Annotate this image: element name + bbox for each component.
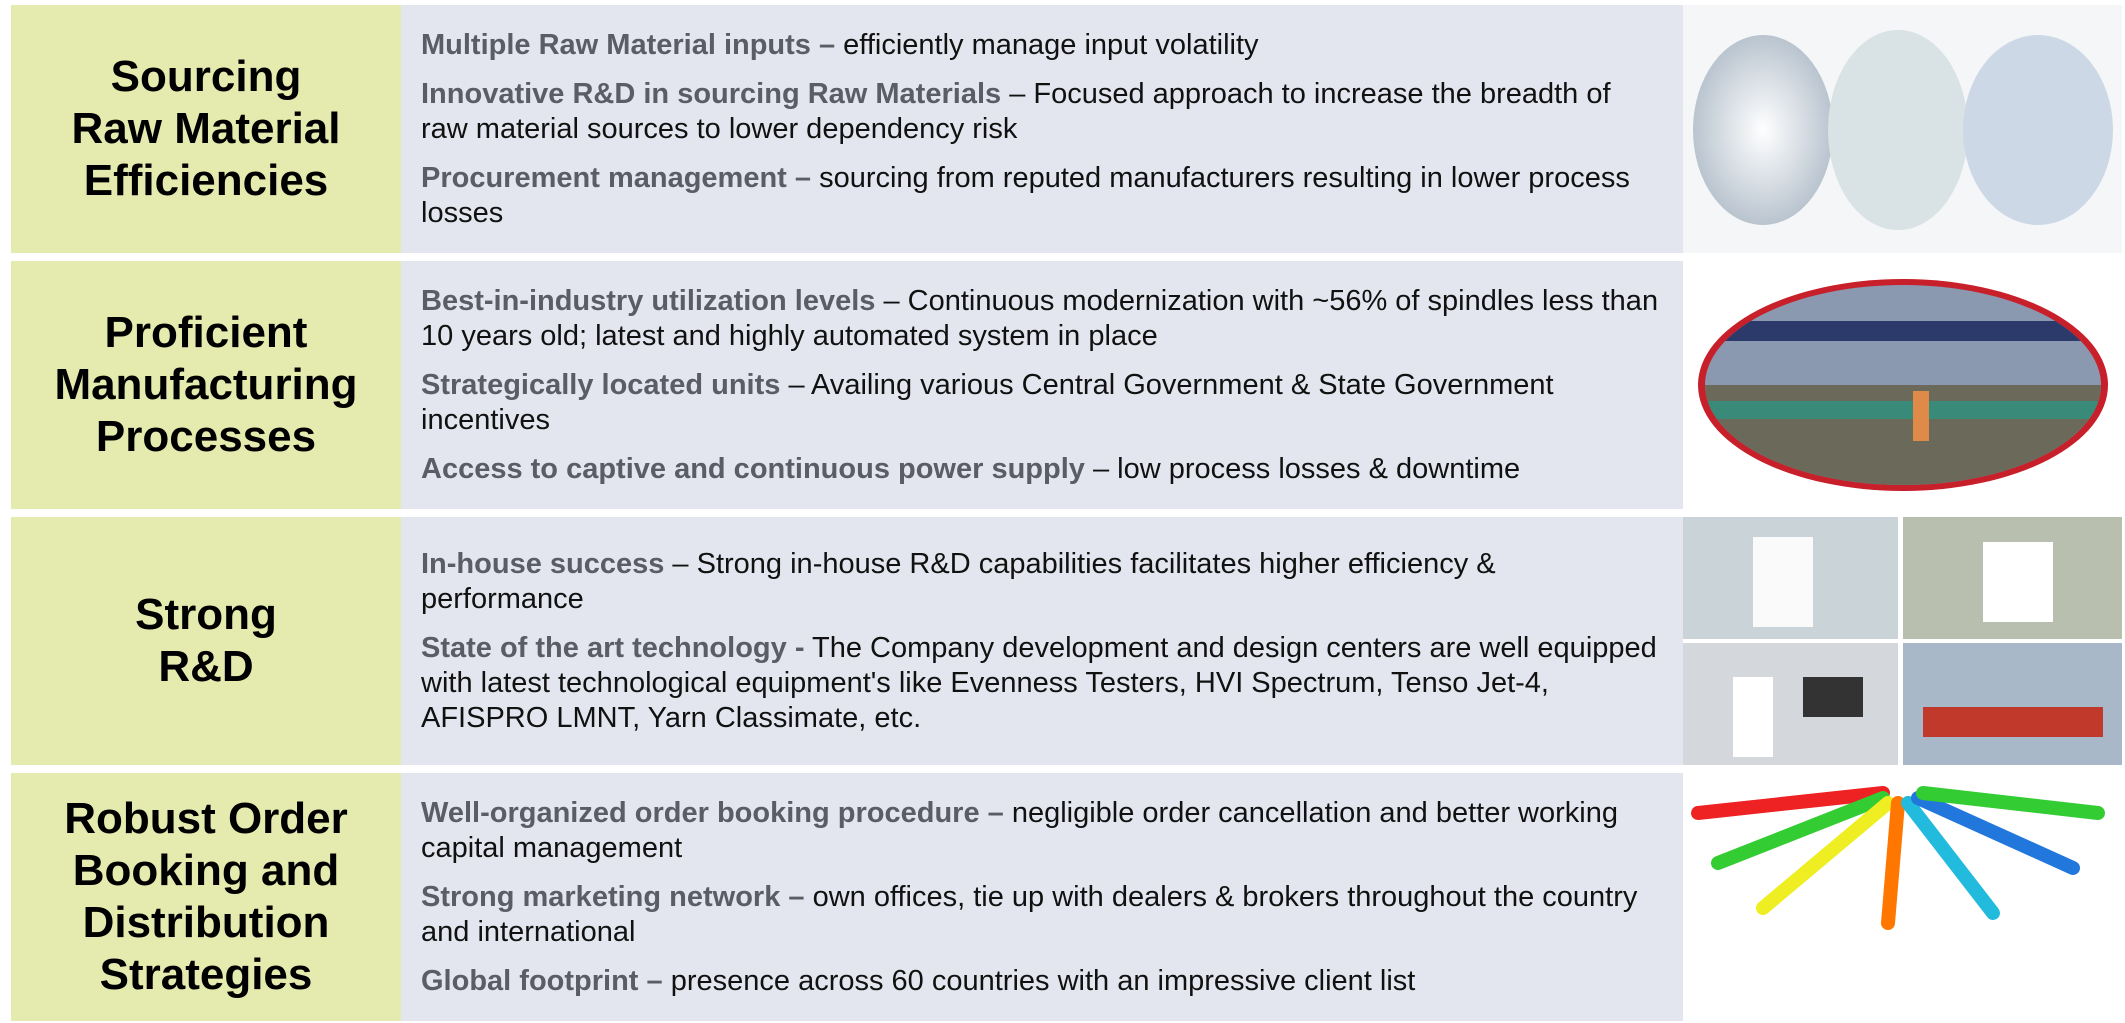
title-line: Booking and bbox=[72, 846, 340, 895]
item-text: – Strong in-house R&D capabilities facil… bbox=[421, 547, 1496, 615]
title-line: Distribution bbox=[82, 898, 330, 947]
item-bold: Global footprint – bbox=[421, 964, 663, 997]
item-text: sourcing from reputed manufacturers resu… bbox=[421, 161, 1630, 229]
item: In-house success – Strong in-house R&D c… bbox=[421, 547, 1663, 617]
row-image bbox=[1683, 5, 2122, 253]
row-title: Strong R&D bbox=[11, 517, 401, 765]
item: Strong marketing network – own offices, … bbox=[421, 880, 1663, 950]
row-image bbox=[1683, 261, 2122, 509]
illustration bbox=[1683, 517, 2122, 765]
row: Proficient Manufacturing Processes Best-in-… bbox=[11, 261, 2122, 509]
item: Access to captive and continuous power s… bbox=[421, 452, 1663, 487]
item-text: negligible order cancellation and better… bbox=[421, 796, 1618, 864]
row-title: Proficient Manufacturing Processes bbox=[11, 261, 401, 509]
item-bold: Access to captive and continuous power s… bbox=[421, 452, 1085, 485]
title-line: Sourcing bbox=[110, 52, 302, 101]
item: Best-in-industry utilization levels – Co… bbox=[421, 284, 1663, 354]
row: Sourcing Raw Material Efficiencies Multiple… bbox=[11, 5, 2122, 253]
title-line: Efficiencies bbox=[83, 156, 329, 205]
item-bold: Procurement management – bbox=[421, 161, 812, 194]
title-line: Strategies bbox=[99, 950, 313, 999]
item: Innovative R&D in sourcing Raw Materials… bbox=[421, 77, 1663, 147]
illustration bbox=[1683, 5, 2122, 253]
row: Strong R&D In-house success – Strong in-ho… bbox=[11, 517, 2122, 765]
illustration bbox=[1698, 279, 2108, 491]
item-bold: State of the art technology - bbox=[421, 631, 805, 664]
item-bold: Best-in-industry utilization levels bbox=[421, 284, 876, 317]
item-text: – low process losses & downtime bbox=[1084, 452, 1521, 485]
item: Global footprint – presence across 60 co… bbox=[421, 964, 1663, 999]
item-text: own offices, tie up with dealers & broke… bbox=[421, 880, 1638, 948]
item-text: presence across 60 countries with an imp… bbox=[662, 964, 1416, 997]
title-line: Strong bbox=[135, 590, 277, 639]
row-image bbox=[1683, 773, 2122, 1021]
item: Procurement management – sourcing from r… bbox=[421, 161, 1663, 231]
row-items: In-house success – Strong in-house R&D c… bbox=[401, 517, 1683, 765]
row-title: Robust Order Booking and Distribution Strat… bbox=[11, 773, 401, 1021]
title-line: Proficient bbox=[104, 308, 308, 357]
title-line: Processes bbox=[95, 412, 317, 461]
title-line: Raw Material bbox=[71, 104, 341, 153]
item-text: – Focused approach to increase the bread… bbox=[421, 77, 1611, 145]
title-line: R&D bbox=[158, 642, 254, 691]
row-title: Sourcing Raw Material Efficiencies bbox=[11, 5, 401, 253]
item-text: efficiently manage input volatility bbox=[835, 28, 1259, 61]
title-line: Manufacturing bbox=[54, 360, 358, 409]
item-bold: Strategically located units bbox=[421, 368, 781, 401]
row: Robust Order Booking and Distribution Strat… bbox=[11, 773, 2122, 1021]
item-bold: Well-organized order booking procedure – bbox=[421, 796, 1004, 829]
row-items: Well-organized order booking procedure –… bbox=[401, 773, 1683, 1021]
item-text: – Availing various Central Government & … bbox=[421, 368, 1554, 436]
item-bold: In-house success bbox=[421, 547, 665, 580]
item: Multiple Raw Material inputs – efficient… bbox=[421, 28, 1663, 63]
item-text: – Continuous modernization with ~56% of … bbox=[421, 284, 1659, 352]
item: State of the art technology - The Compan… bbox=[421, 631, 1663, 736]
illustration bbox=[1683, 773, 2122, 1021]
row-items: Best-in-industry utilization levels – Co… bbox=[401, 261, 1683, 509]
item: Strategically located units – Availing v… bbox=[421, 368, 1663, 438]
title-line: Robust Order bbox=[64, 794, 348, 843]
item: Well-organized order booking procedure –… bbox=[421, 796, 1663, 866]
item-bold: Multiple Raw Material inputs – bbox=[421, 28, 836, 61]
row-image bbox=[1683, 517, 2122, 765]
item-bold: Innovative R&D in sourcing Raw Materials bbox=[421, 77, 1002, 110]
row-items: Multiple Raw Material inputs – efficient… bbox=[401, 5, 1683, 253]
item-text: The Company development and design cente… bbox=[421, 631, 1657, 734]
item-bold: Strong marketing network – bbox=[421, 880, 805, 913]
